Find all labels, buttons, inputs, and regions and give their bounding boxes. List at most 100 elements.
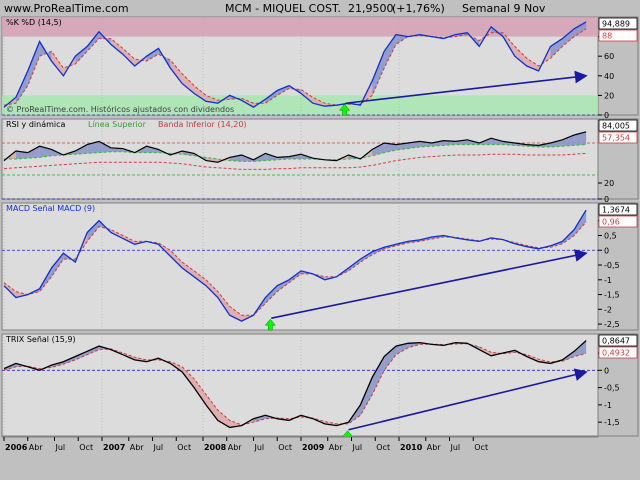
fill-segment [384, 143, 397, 153]
fill-segment [574, 210, 587, 236]
panel-title: TRIX Señal (15,9) [5, 335, 76, 344]
panel-rsi: 20 0 84,005 57,354 RSI y dinámica Línea Super… [1, 118, 639, 204]
time-axis-bg [0, 437, 640, 480]
time-tick-label: 2009 [302, 443, 325, 452]
time-tick-label: 2008 [204, 443, 227, 452]
fill-segment [372, 143, 385, 156]
fill-segment [550, 139, 563, 147]
fill-segment [134, 357, 147, 362]
plot-area [1, 202, 599, 331]
fill-segment [205, 394, 218, 421]
y-tick-label: 20 [604, 179, 614, 188]
fill-segment [75, 351, 88, 360]
y-tick-label: -1 [604, 401, 612, 410]
fill-segment [170, 250, 183, 268]
period-label: Semanal 9 Nov [462, 2, 546, 15]
last-value-box [598, 203, 638, 216]
fill-segment [574, 340, 587, 357]
trend-arrow [271, 249, 588, 319]
fill-segment [277, 279, 290, 292]
fill-segment [229, 306, 242, 322]
y-tick-label: 0,5 [604, 231, 617, 240]
panel-title: RSI y dinámica [6, 120, 66, 129]
y-tick-label: 60 [604, 52, 614, 61]
main-line [3, 209, 587, 322]
fill-segment [229, 155, 242, 162]
time-tick-label: 2006 [5, 443, 28, 452]
last-value-box [598, 29, 638, 42]
time-axis: 2006 Abr Jul Oct 2007 Abr Jul Oct 2008 Abr Jul Oct 2… [0, 436, 640, 480]
overbought-band [2, 17, 598, 37]
fill-segment [265, 90, 278, 104]
fill-segment [396, 343, 408, 355]
panel-title: %K %D (14,5) [6, 18, 62, 27]
fill-segment [491, 138, 503, 145]
fill-segment [87, 346, 100, 355]
chart-header: www.ProRealTime.com MCM - MIQUEL COST. 2… [0, 0, 640, 17]
y-tick-label: -2,5 [604, 320, 620, 329]
time-tick-label: Jul [153, 443, 164, 452]
last-value: 88 [602, 32, 612, 41]
y-tick-label: -0,5 [604, 261, 620, 270]
fill-segment [431, 140, 444, 147]
fill-segment [194, 378, 206, 405]
plot-area [1, 333, 599, 437]
fill-segment [217, 291, 230, 316]
y-tick-label: 0 [604, 366, 609, 375]
fill-segment [75, 144, 88, 155]
fill-segment [27, 146, 40, 159]
fill-segment [87, 31, 100, 52]
fill-segment [372, 356, 385, 395]
fill-segment [194, 85, 206, 102]
signal-line [3, 28, 587, 106]
last-value: 0,8647 [602, 337, 630, 346]
y-tick-label: -1,5 [604, 418, 620, 427]
time-tick-label: Jul [253, 443, 264, 452]
time-tick-label: Jul [54, 443, 65, 452]
last-value-box [598, 119, 638, 132]
time-tick-label: 2010 [400, 443, 423, 452]
fill-segment [562, 135, 575, 147]
watermark: © ProRealTime.com. Históricos ajustados … [6, 104, 234, 114]
rsi-upper-line [4, 144, 587, 162]
y-tick-label: 40 [604, 72, 614, 81]
signal-line [3, 221, 587, 316]
fill-segment [550, 38, 563, 59]
time-tick-label: 2007 [103, 443, 125, 452]
fill-segment [110, 38, 123, 55]
fill-segment [384, 34, 397, 68]
fill-segment [277, 85, 290, 96]
fill-segment [301, 89, 313, 104]
fill-segment [372, 51, 385, 96]
time-tick-label: Abr [29, 443, 44, 452]
time-tick-label: Oct [474, 443, 488, 452]
last-value-box [598, 346, 638, 359]
rsi-line [3, 131, 587, 163]
last-value-box [598, 131, 638, 144]
fill-segment [384, 346, 397, 371]
trend-arrow [348, 368, 588, 431]
time-tick-label: Abr [329, 443, 344, 452]
legend-label: Línea Superior [88, 120, 147, 129]
time-tick-label: Jul [450, 443, 461, 452]
fill-segment [253, 415, 266, 423]
fill-segment [51, 253, 64, 277]
price-change: (+1,76%) [392, 2, 445, 15]
y-tick-label: -1,5 [604, 291, 620, 300]
rsi-lower-line [3, 152, 587, 170]
fill-segment [182, 73, 195, 94]
time-tick-label: Oct [376, 443, 390, 452]
fill-segment [514, 46, 527, 66]
y-tick-label: -0,5 [604, 384, 620, 393]
last-value: 0,96 [602, 218, 620, 227]
fill-segment [182, 366, 195, 388]
green-up-arrow-icon [339, 103, 351, 116]
fill-segment [217, 410, 230, 428]
last-value: 57,354 [602, 134, 630, 143]
time-tick-label: Abr [130, 443, 145, 452]
fill-segment [75, 46, 88, 65]
